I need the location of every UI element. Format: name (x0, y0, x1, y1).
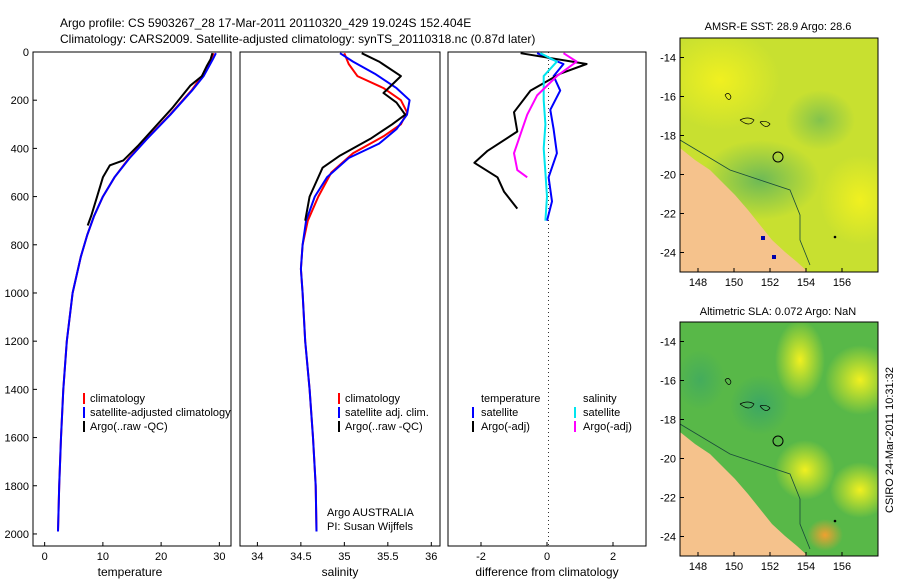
map-x-tick-label: 154 (797, 277, 815, 289)
x-tick-label: 2 (610, 551, 616, 563)
salinity-panel: 34 34.5 35 35.5 36 salinity climatology sate… (239, 51, 441, 579)
legend-heading-salinity: salinity (583, 393, 617, 405)
sla-map-frame (679, 321, 879, 557)
figure-title-line2: Climatology: CARS2009. Satellite-adjuste… (60, 32, 535, 46)
legend-label-climatology: climatology (345, 393, 401, 405)
y-tick-label: 1800 (5, 481, 29, 493)
x-tick-label: 0 (544, 551, 550, 563)
sla-land (680, 432, 808, 556)
sla-map-panel: Altimetric SLA: 0.072 Argo: NaN 148 150 15… (660, 306, 879, 573)
sla-map-title: Altimetric SLA: 0.072 Argo: NaN (700, 306, 857, 318)
x-tick-label: -2 (476, 551, 486, 563)
legend-label-temp-satellite: satellite (481, 407, 518, 419)
y-tick-label: 200 (11, 95, 29, 107)
map-x-tick-label: 152 (761, 561, 779, 573)
series-line-1-1 (299, 52, 411, 532)
map-x-tick-label: 156 (833, 277, 851, 289)
temperature-panel: 0 200 400 600 800 1000 1200 1400 1600 1800 2000 0 1… (5, 47, 232, 579)
map-y-tick-label: -24 (660, 248, 676, 260)
x-tick-label: 10 (97, 551, 109, 563)
salinity-xlabel: salinity (322, 565, 359, 579)
map-x-tick-label: 150 (725, 277, 743, 289)
difference-legend: temperature satellite Argo(-adj) salinit… (472, 393, 632, 433)
map-y-tick-label: -14 (660, 337, 676, 349)
series-line-0-1 (57, 52, 217, 532)
map-x-tick-label: 148 (689, 277, 707, 289)
legend-label-satellite: satellite adj. clim. (345, 407, 429, 419)
y-tick-label: 1600 (5, 433, 29, 445)
map-y-tick-label: -16 (660, 92, 676, 104)
temperature-legend: climatology satellite-adjusted climatolo… (83, 393, 231, 433)
annotation-pi: PI: Susan Wijffels (327, 521, 413, 533)
sst-land (680, 148, 808, 272)
map-y-tick-label: -20 (660, 454, 676, 466)
legend-label-satellite: satellite-adjusted climatology (90, 407, 231, 419)
salinity-legend: climatology satellite adj. clim. Argo(..… (338, 393, 429, 433)
map-y-tick-label: -14 (660, 53, 676, 65)
sla-map-field (680, 322, 878, 556)
legend-label-climatology: climatology (90, 393, 146, 405)
sla-argo-marker (772, 435, 784, 447)
map-y-tick-label: -20 (660, 170, 676, 182)
map-x-tick-label: 154 (797, 561, 815, 573)
salinity-axes-frame (239, 51, 441, 547)
x-tick-label: 34 (251, 551, 263, 563)
difference-xlabel: difference from climatology (475, 565, 618, 579)
sst-map-panel: AMSR-E SST: 28.9 Argo: 28.6 148 150 152 154… (660, 21, 879, 289)
series-line-2-2 (539, 52, 558, 221)
sst-map-frame (679, 37, 879, 273)
y-tick-label: 1000 (5, 288, 29, 300)
legend-label-argo: Argo(..raw -QC) (90, 421, 168, 433)
y-tick-label: 1400 (5, 384, 29, 396)
y-tick-label: 2000 (5, 529, 29, 541)
x-tick-label: 36 (425, 551, 437, 563)
map-x-tick-label: 148 (689, 561, 707, 573)
y-tick-label: 0 (23, 47, 29, 59)
map-y-tick-label: -18 (660, 131, 676, 143)
y-tick-label: 1200 (5, 336, 29, 348)
x-tick-label: 0 (42, 551, 48, 563)
x-tick-label: 35 (338, 551, 350, 563)
y-tick-label: 800 (11, 240, 29, 252)
temperature-xlabel: temperature (98, 565, 163, 579)
difference-axes-frame (447, 51, 647, 547)
x-tick-label: 35.5 (377, 551, 398, 563)
legend-heading-temperature: temperature (481, 393, 540, 405)
x-tick-label: 34.5 (290, 551, 311, 563)
legend-label-sal-satellite: satellite (583, 407, 620, 419)
y-tick-label: 600 (11, 192, 29, 204)
map-x-tick-label: 156 (833, 561, 851, 573)
credit-text: CSIRO 24-Mar-2011 10:31:32 (884, 367, 896, 513)
sst-map-field (680, 38, 878, 272)
series-line-2-1 (473, 52, 588, 210)
map-y-tick-label: -18 (660, 415, 676, 427)
sst-map-title: AMSR-E SST: 28.9 Argo: 28.6 (705, 21, 852, 33)
series-line-2-0 (536, 52, 565, 221)
series-line-0-2 (86, 52, 214, 226)
y-tick-label: 400 (11, 143, 29, 155)
legend-label-temp-argo: Argo(-adj) (481, 421, 530, 433)
difference-panel: -2 0 2 difference from climatology tempera… (447, 51, 647, 579)
series-line-2-3 (513, 52, 578, 179)
series-line-1-2 (304, 52, 407, 221)
figure-title-line1: Argo profile: CS 5903267_28 17-Mar-2011 … (60, 16, 471, 30)
map-y-tick-label: -22 (660, 209, 676, 221)
legend-label-argo: Argo(..raw -QC) (345, 421, 423, 433)
map-x-tick-label: 152 (761, 277, 779, 289)
x-tick-label: 30 (213, 551, 225, 563)
map-y-tick-label: -22 (660, 493, 676, 505)
legend-label-sal-argo: Argo(-adj) (583, 421, 632, 433)
map-x-tick-label: 150 (725, 561, 743, 573)
annotation-argo-australia: Argo AUSTRALIA (327, 507, 414, 519)
map-y-tick-label: -24 (660, 532, 676, 544)
map-y-tick-label: -16 (660, 376, 676, 388)
temperature-axes-frame (32, 51, 232, 547)
sst-argo-marker (772, 151, 784, 163)
x-tick-label: 20 (155, 551, 167, 563)
